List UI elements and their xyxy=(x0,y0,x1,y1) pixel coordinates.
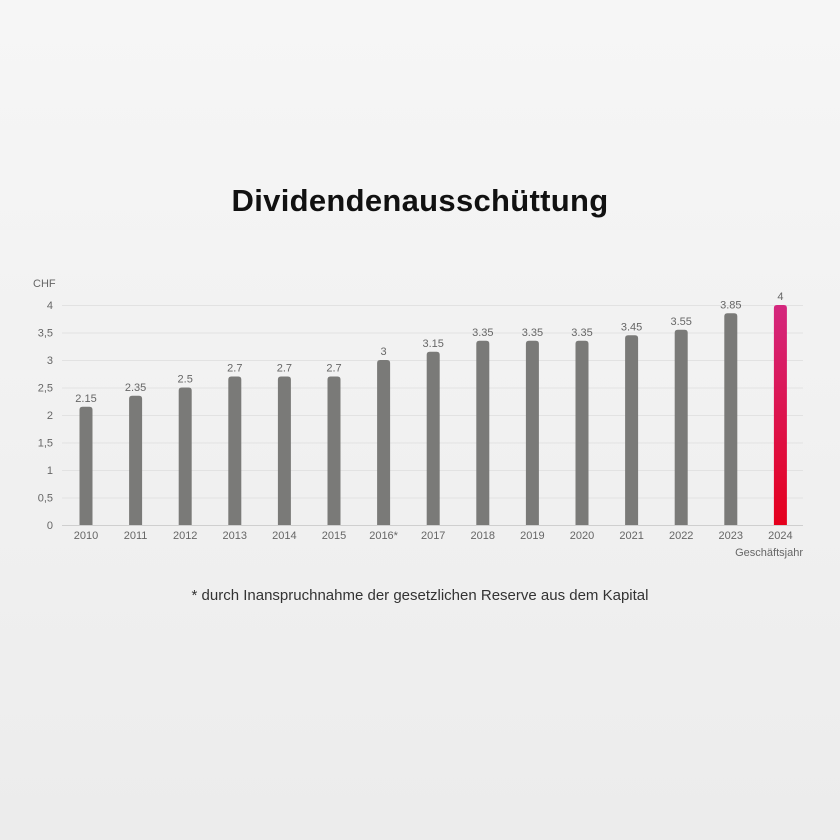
value-label: 2.7 xyxy=(277,363,292,375)
x-tick-label: 2022 xyxy=(669,530,693,542)
value-label: 2.5 xyxy=(178,374,193,386)
bar-2014 xyxy=(277,376,291,525)
bars xyxy=(79,305,787,525)
bar-2010 xyxy=(79,406,93,525)
value-label: 3.35 xyxy=(522,327,543,339)
bar-2016 xyxy=(377,360,391,525)
value-label: 2.35 xyxy=(125,382,146,394)
value-label: 3 xyxy=(381,346,387,358)
value-label: 2.15 xyxy=(75,393,96,405)
y-tick-label: 2 xyxy=(47,410,53,422)
bar-2017 xyxy=(426,351,440,525)
x-axis: Geschäftsjahr 2010 2011 2012 2013 2014 2015 20… xyxy=(62,525,803,559)
bar-2013 xyxy=(228,376,242,525)
bar-2022 xyxy=(674,329,688,525)
value-label: 3.85 xyxy=(720,299,741,311)
value-label: 3.15 xyxy=(422,338,443,350)
x-tick-label: 2023 xyxy=(719,530,743,542)
bar-2023 xyxy=(724,313,738,525)
x-tick-label: 2021 xyxy=(619,530,643,542)
x-tick-label: 2017 xyxy=(421,530,445,542)
x-tick-label: 2012 xyxy=(173,530,197,542)
x-tick-label: 2018 xyxy=(471,530,495,542)
value-label: 2.7 xyxy=(326,363,341,375)
x-tick-label: 2015 xyxy=(322,530,346,542)
y-axis-label: CHF xyxy=(33,278,56,290)
y-tick-label: 0 xyxy=(47,520,53,532)
value-label: 3.35 xyxy=(571,327,592,339)
value-label: 3.55 xyxy=(670,316,691,328)
x-tick-label: 2016* xyxy=(369,530,398,542)
y-tick-label: 1,5 xyxy=(38,438,53,450)
y-tick-label: 2,5 xyxy=(38,383,53,395)
footnote: * durch Inanspruchnahme der gesetzlichen… xyxy=(191,587,649,604)
bar-2024 xyxy=(773,305,787,525)
value-label: 3.35 xyxy=(472,327,493,339)
x-tick-label: 2024 xyxy=(768,530,792,542)
bar-2021 xyxy=(625,335,639,525)
x-tick-label: 2013 xyxy=(223,530,247,542)
y-tick-label: 3 xyxy=(47,355,53,367)
y-axis: CHF 0 0,5 1 1,5 2 2,5 3 3,5 4 xyxy=(33,278,56,532)
bar-2012 xyxy=(178,387,192,525)
value-label: 4 xyxy=(777,291,783,303)
bar-2011 xyxy=(129,395,143,525)
bar-2015 xyxy=(327,376,341,525)
value-labels: 2.15 2.35 2.5 2.7 2.7 2.7 3 3.15 3.35 3.35 3.35 3.4… xyxy=(75,291,783,405)
chart-title: Dividendenausschüttung xyxy=(231,183,609,218)
x-tick-label: 2011 xyxy=(124,530,148,542)
x-tick-label: 2010 xyxy=(74,530,98,542)
x-tick-label: 2019 xyxy=(520,530,544,542)
value-label: 2.7 xyxy=(227,363,242,375)
y-tick-label: 0,5 xyxy=(38,493,53,505)
y-tick-label: 3,5 xyxy=(38,328,53,340)
y-tick-label: 1 xyxy=(47,465,53,477)
bar-2020 xyxy=(575,340,589,525)
bar-2019 xyxy=(525,340,539,525)
x-axis-label: Geschäftsjahr xyxy=(735,547,803,559)
bar-2018 xyxy=(476,340,490,525)
value-label: 3.45 xyxy=(621,321,642,333)
x-tick-label: 2014 xyxy=(272,530,296,542)
y-tick-label: 4 xyxy=(47,300,53,312)
x-tick-label: 2020 xyxy=(570,530,594,542)
